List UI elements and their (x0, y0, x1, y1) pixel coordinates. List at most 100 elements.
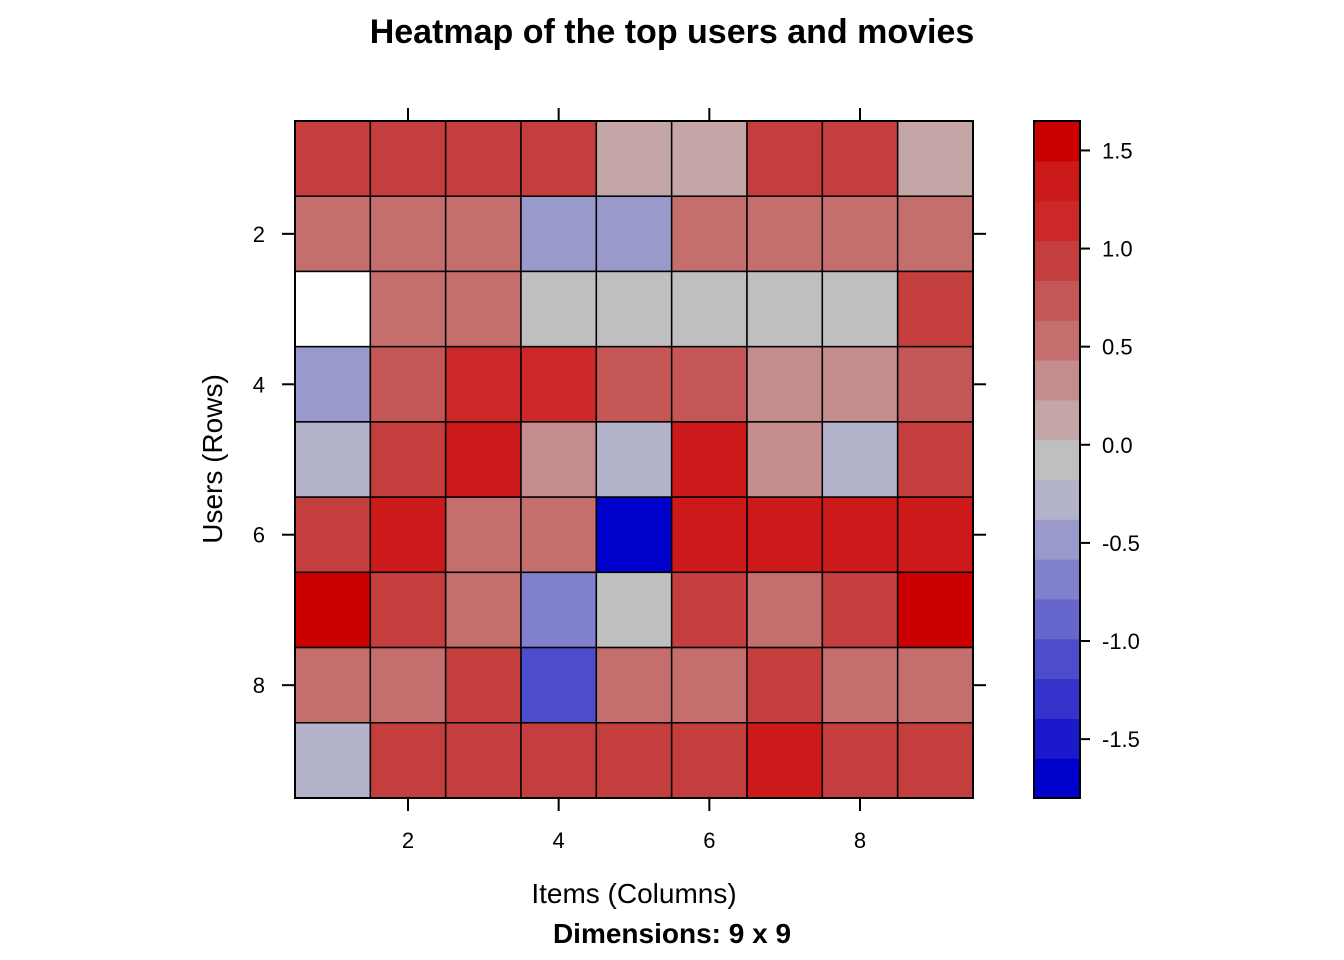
heatmap-cell-r8-c9 (896, 646, 974, 724)
y-tick-label: 6 (253, 523, 265, 548)
heatmap-cell-r8-c7 (746, 646, 824, 724)
x-tick-label: 4 (553, 828, 565, 853)
heatmap-cell-r3-c5 (595, 270, 673, 348)
heatmap-cell-r8-c4 (520, 646, 598, 724)
color-legend-frame (1033, 120, 1081, 799)
heatmap-cell-r2-c5 (595, 195, 673, 273)
y-tick-label: 8 (253, 673, 265, 698)
x-tick-label: 2 (402, 828, 414, 853)
heatmap-cell-r7-c5 (595, 571, 673, 649)
color-legend-tick-label: -0.5 (1102, 531, 1140, 556)
color-legend-swatch (1034, 359, 1080, 401)
heatmap-cell-r5-c3 (444, 421, 522, 498)
heatmap-cell-r8-c8 (821, 646, 899, 724)
heatmap-cell-r9-c6 (670, 722, 748, 799)
color-legend-tick-label: 1.5 (1102, 138, 1133, 163)
color-legend-swatch (1034, 718, 1080, 759)
color-legend-swatch (1034, 320, 1080, 361)
heatmap-cell-r7-c2 (369, 571, 447, 649)
heatmap-cell-r1-c7 (746, 120, 824, 197)
heatmap-cell-r3-c4 (520, 270, 598, 348)
heatmap-cell-r5-c8 (821, 421, 899, 498)
heatmap-cell-r9-c3 (444, 722, 522, 799)
heatmap-cell-r8-c5 (595, 646, 673, 724)
color-legend-swatch (1034, 678, 1080, 719)
heatmap-cell-r5-c1 (294, 421, 372, 498)
heatmap-cell-r6-c4 (520, 496, 598, 574)
color-legend-tick-label: -1.0 (1102, 629, 1140, 654)
heatmap-cell-r3-c3 (444, 270, 522, 348)
heatmap-cell-r2-c7 (746, 195, 824, 273)
heatmap-cell-r7-c8 (821, 571, 899, 649)
heatmap-cell-r4-c7 (746, 345, 824, 423)
heatmap-cell-r2-c1 (294, 195, 372, 273)
heatmap-cell-r9-c9 (896, 722, 974, 799)
heatmap-cell-r5-c5 (595, 421, 673, 498)
heatmap-cell-r6-c1 (294, 496, 372, 574)
heatmap-cell-r6-c6 (670, 496, 748, 574)
heatmap-cell-r9-c7 (746, 722, 824, 799)
y-tick-label: 4 (253, 372, 265, 397)
heatmap-cell-r9-c8 (821, 722, 899, 799)
color-legend-swatch (1034, 758, 1080, 799)
color-legend-swatch (1034, 160, 1080, 202)
heatmap-cell-r5-c4 (520, 421, 598, 498)
heatmap-cell-r4-c8 (821, 345, 899, 423)
heatmap-cell-r4-c2 (369, 345, 447, 423)
color-legend-tick-label: 0.0 (1102, 433, 1133, 458)
heatmap-cell-r1-c4 (520, 120, 598, 197)
color-legend-tick-label: 0.5 (1102, 335, 1133, 360)
color-legend-swatch (1034, 280, 1080, 321)
heatmap-cell-r8-c1 (294, 646, 372, 724)
heatmap-cell-r1-c5 (595, 120, 673, 197)
heatmap-cell-r8-c2 (369, 646, 447, 724)
heatmap-cell-r5-c6 (670, 421, 748, 498)
x-axis-label: Items (Columns) (531, 878, 736, 909)
color-legend-swatch (1034, 598, 1080, 640)
heatmap-cell-r4-c4 (520, 345, 598, 423)
color-legend-swatch (1034, 240, 1080, 281)
heatmap-cell-r3-c2 (369, 270, 447, 348)
heatmap-cell-r3-c6 (670, 270, 748, 348)
heatmap-cell-r2-c6 (670, 195, 748, 273)
y-axis-label: Users (Rows) (197, 374, 228, 544)
color-legend-swatch (1034, 439, 1080, 481)
heatmap-cell-r5-c7 (746, 421, 824, 498)
heatmap-cell-r2-c3 (444, 195, 522, 273)
axis-ticks: 2 4 6 8 2 4 6 8 (253, 108, 986, 853)
heatmap-cell-r9-c1 (294, 722, 372, 799)
heatmap-cell-r6-c8 (821, 496, 899, 574)
heatmap-cell-r1-c8 (821, 120, 899, 197)
heatmap-cell-r7-c3 (444, 571, 522, 649)
plot-frame (294, 120, 974, 799)
heatmap-cell-r4-c3 (444, 345, 522, 423)
heatmap-cell-r2-c8 (821, 195, 899, 273)
chart-title: Heatmap of the top users and movies (370, 13, 975, 51)
heatmap-cell-r8-c6 (670, 646, 748, 724)
heatmap-cell-r9-c2 (369, 722, 447, 799)
heatmap-cell-r6-c9 (896, 496, 974, 574)
heatmap-cell-r8-c3 (444, 646, 522, 724)
color-legend-swatch (1034, 479, 1080, 520)
color-legend-swatch (1034, 519, 1080, 560)
heatmap-cells (294, 120, 974, 799)
heatmap-cell-r6-c2 (369, 496, 447, 574)
dimensions-label: Dimensions: 9 x 9 (553, 918, 791, 949)
heatmap-cell-r4-c1 (294, 345, 372, 423)
color-legend-tick-label: 1.0 (1102, 237, 1133, 262)
heatmap-cell-r7-c4 (520, 571, 598, 649)
heatmap-cell-r1-c9 (896, 120, 974, 197)
x-tick-label: 6 (703, 828, 715, 853)
heatmap-cell-r2-c2 (369, 195, 447, 273)
heatmap-cell-r9-c4 (520, 722, 598, 799)
heatmap-cell-r3-c7 (746, 270, 824, 348)
heatmap-cell-r1-c2 (369, 120, 447, 197)
heatmap-cell-r4-c5 (595, 345, 673, 423)
heatmap-cell-r3-c9 (896, 270, 974, 348)
color-legend-swatch (1034, 200, 1080, 242)
heatmap-cell-r7-c7 (746, 571, 824, 649)
heatmap-cell-r4-c6 (670, 345, 748, 423)
heatmap-cell-r3-c1 (294, 270, 372, 348)
x-tick-label: 8 (854, 828, 866, 853)
